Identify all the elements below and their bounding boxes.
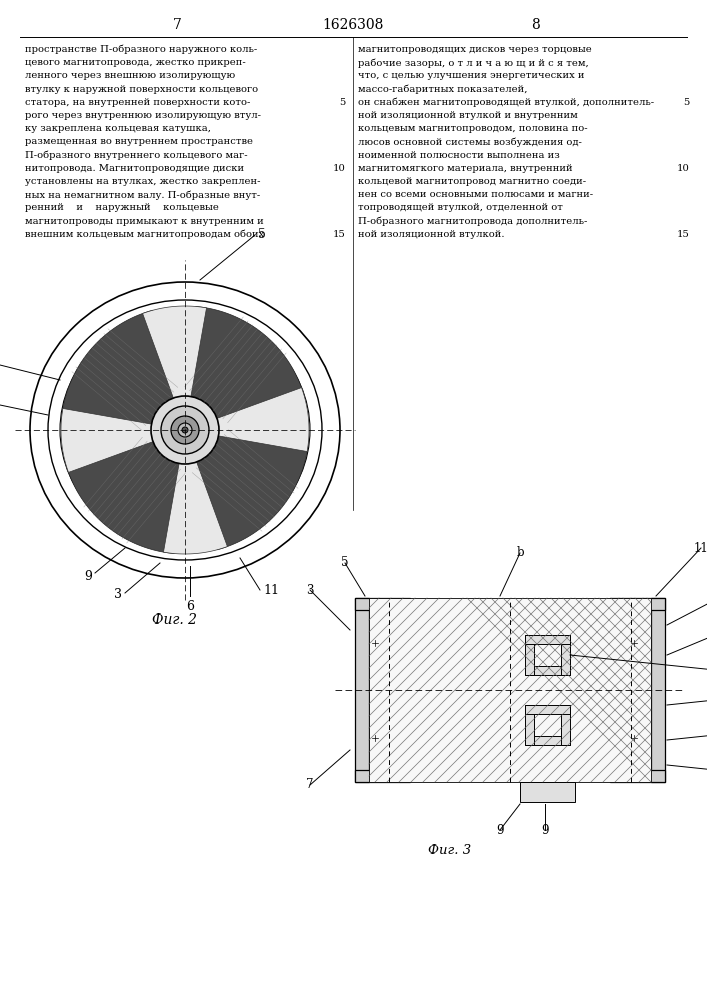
Bar bbox=[610, 625, 640, 660]
Text: 10: 10 bbox=[333, 164, 346, 173]
Text: ных на немагнитном валу. П-образные внут-: ных на немагнитном валу. П-образные внут… bbox=[25, 190, 260, 200]
Text: 9: 9 bbox=[496, 824, 504, 836]
Text: что, с целью улучшения энергетических и: что, с целью улучшения энергетических и bbox=[358, 71, 585, 80]
Text: нитопровода. Магнитопроводящие диски: нитопровода. Магнитопроводящие диски bbox=[25, 164, 244, 173]
Bar bbox=[525, 736, 570, 745]
Bar bbox=[610, 598, 665, 610]
Text: рабочие зазоры, о т л и ч а ю щ и й с я тем,: рабочие зазоры, о т л и ч а ю щ и й с я … bbox=[358, 58, 589, 68]
Text: магнитомягкого материала, внутренний: магнитомягкого материала, внутренний bbox=[358, 164, 573, 173]
Bar bbox=[525, 705, 570, 714]
Text: установлены на втулках, жестко закреплен-: установлены на втулках, жестко закреплен… bbox=[25, 177, 260, 186]
Bar bbox=[355, 770, 410, 782]
Text: ной изоляционной втулкой и внутренним: ной изоляционной втулкой и внутренним bbox=[358, 111, 578, 120]
Polygon shape bbox=[62, 310, 177, 427]
Circle shape bbox=[630, 639, 638, 647]
Bar bbox=[525, 635, 570, 644]
Text: П-образного внутреннего кольцевого маг-: П-образного внутреннего кольцевого маг- bbox=[25, 151, 247, 160]
Circle shape bbox=[371, 734, 379, 742]
Text: втулку к наружной поверхности кольцевого: втулку к наружной поверхности кольцевого bbox=[25, 85, 258, 94]
Text: массо-габаритных показателей,: массо-габаритных показателей, bbox=[358, 85, 527, 94]
Text: 5: 5 bbox=[341, 556, 349, 570]
Text: 7: 7 bbox=[173, 18, 182, 32]
Text: 8: 8 bbox=[531, 18, 539, 32]
Bar bbox=[369, 598, 651, 782]
Text: кольцевой магнитопровод магнитно соеди-: кольцевой магнитопровод магнитно соеди- bbox=[358, 177, 586, 186]
Polygon shape bbox=[61, 408, 154, 472]
Text: 3: 3 bbox=[114, 587, 122, 600]
Text: он снабжен магнитопроводящей втулкой, дополнитель-: он снабжен магнитопроводящей втулкой, до… bbox=[358, 98, 654, 107]
Text: 15: 15 bbox=[677, 230, 690, 239]
Polygon shape bbox=[188, 306, 305, 421]
Text: цевого магнитопровода, жестко прикреп-: цевого магнитопровода, жестко прикреп- bbox=[25, 58, 246, 67]
Text: 3: 3 bbox=[306, 584, 314, 596]
Bar bbox=[520, 782, 575, 802]
Bar bbox=[561, 705, 570, 745]
Text: размещенная во внутреннем пространстве: размещенная во внутреннем пространстве bbox=[25, 137, 253, 146]
Text: 9: 9 bbox=[84, 570, 92, 582]
Text: магнитопроводы примыкают к внутренним и: магнитопроводы примыкают к внутренним и bbox=[25, 217, 264, 226]
Text: статора, на внутренней поверхности кото-: статора, на внутренней поверхности кото- bbox=[25, 98, 250, 107]
Text: b: b bbox=[516, 546, 524, 560]
Text: 1626308: 1626308 bbox=[322, 18, 384, 32]
Text: люсов основной системы возбуждения од-: люсов основной системы возбуждения од- bbox=[358, 137, 582, 147]
Bar bbox=[561, 635, 570, 675]
Text: внешним кольцевым магнитопроводам обоих: внешним кольцевым магнитопроводам обоих bbox=[25, 230, 264, 239]
Text: топроводящей втулкой, отделенной от: топроводящей втулкой, отделенной от bbox=[358, 203, 563, 212]
Text: 5: 5 bbox=[339, 98, 346, 107]
Text: Фиг. 2: Фиг. 2 bbox=[153, 613, 197, 627]
Bar bbox=[525, 666, 570, 675]
Text: 11: 11 bbox=[694, 542, 707, 554]
Circle shape bbox=[151, 396, 219, 464]
Text: 5: 5 bbox=[684, 98, 690, 107]
Bar bbox=[355, 598, 410, 610]
Bar bbox=[369, 720, 399, 755]
Text: ленного через внешнюю изолирующую: ленного через внешнюю изолирующую bbox=[25, 71, 235, 80]
Text: ку закреплена кольцевая катушка,: ку закреплена кольцевая катушка, bbox=[25, 124, 211, 133]
Bar bbox=[355, 598, 369, 782]
Bar bbox=[610, 720, 640, 755]
Text: 5: 5 bbox=[258, 229, 266, 241]
Text: рого через внутреннюю изолирующую втул-: рого через внутреннюю изолирующую втул- bbox=[25, 111, 261, 120]
Circle shape bbox=[161, 406, 209, 454]
Polygon shape bbox=[143, 306, 206, 399]
Polygon shape bbox=[216, 388, 309, 452]
Text: магнитопроводящих дисков через торцовые: магнитопроводящих дисков через торцовые bbox=[358, 45, 592, 54]
Text: 9: 9 bbox=[542, 824, 549, 836]
Polygon shape bbox=[163, 461, 228, 554]
Text: кольцевым магнитопроводом, половина по-: кольцевым магнитопроводом, половина по- bbox=[358, 124, 588, 133]
Text: 15: 15 bbox=[333, 230, 346, 239]
Bar bbox=[651, 598, 665, 782]
Polygon shape bbox=[65, 439, 182, 554]
Circle shape bbox=[178, 423, 192, 437]
Text: 7: 7 bbox=[306, 778, 314, 792]
Circle shape bbox=[371, 639, 379, 647]
Text: ной изоляционной втулкой.: ной изоляционной втулкой. bbox=[358, 230, 505, 239]
Circle shape bbox=[182, 427, 188, 433]
Polygon shape bbox=[194, 433, 308, 550]
Text: пространстве П-образного наружного коль-: пространстве П-образного наружного коль- bbox=[25, 45, 257, 54]
Text: нен со всеми основными полюсами и магни-: нен со всеми основными полюсами и магни- bbox=[358, 190, 593, 199]
Text: 11: 11 bbox=[263, 584, 279, 596]
Text: 6: 6 bbox=[186, 600, 194, 613]
Bar bbox=[610, 770, 665, 782]
Bar bbox=[369, 625, 399, 660]
Bar bbox=[525, 635, 534, 675]
Text: ноименной полюсности выполнена из: ноименной полюсности выполнена из bbox=[358, 151, 560, 160]
Text: Фиг. 3: Фиг. 3 bbox=[428, 844, 472, 856]
Text: 10: 10 bbox=[677, 164, 690, 173]
Text: П-образного магнитопровода дополнитель-: П-образного магнитопровода дополнитель- bbox=[358, 217, 588, 226]
Circle shape bbox=[171, 416, 199, 444]
Bar bbox=[525, 705, 534, 745]
Text: ренний    и    наружный    кольцевые: ренний и наружный кольцевые bbox=[25, 203, 219, 212]
Circle shape bbox=[630, 734, 638, 742]
